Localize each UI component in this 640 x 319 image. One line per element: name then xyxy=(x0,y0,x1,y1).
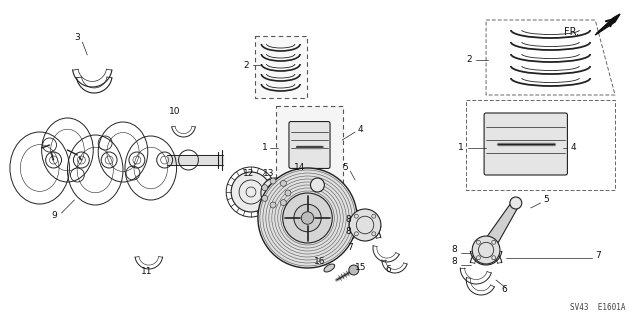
Text: 1: 1 xyxy=(262,144,268,152)
Circle shape xyxy=(310,178,324,192)
Circle shape xyxy=(472,236,500,264)
FancyBboxPatch shape xyxy=(255,36,307,98)
Text: 16: 16 xyxy=(314,257,325,266)
Text: SV43  E1601A: SV43 E1601A xyxy=(570,303,626,313)
Circle shape xyxy=(349,209,381,241)
Text: 6: 6 xyxy=(385,265,390,275)
Polygon shape xyxy=(315,182,369,230)
Circle shape xyxy=(280,200,286,206)
FancyBboxPatch shape xyxy=(276,106,343,184)
Text: 5: 5 xyxy=(543,196,549,204)
Text: 14: 14 xyxy=(294,164,305,173)
Circle shape xyxy=(262,195,268,201)
Circle shape xyxy=(261,178,291,208)
Circle shape xyxy=(349,265,359,275)
Text: 3: 3 xyxy=(74,33,80,42)
Text: 8: 8 xyxy=(451,257,457,266)
Text: 5: 5 xyxy=(342,164,348,173)
Text: 8: 8 xyxy=(345,216,351,225)
Text: 13: 13 xyxy=(263,169,275,179)
Circle shape xyxy=(283,193,332,243)
Text: 10: 10 xyxy=(168,108,180,116)
Text: 2: 2 xyxy=(466,56,472,64)
Text: 2: 2 xyxy=(243,61,249,70)
Text: 9: 9 xyxy=(52,211,58,219)
Text: 8: 8 xyxy=(345,227,351,236)
FancyBboxPatch shape xyxy=(289,122,330,168)
Text: 11: 11 xyxy=(141,268,152,277)
Text: 7: 7 xyxy=(347,243,353,253)
Text: 8: 8 xyxy=(451,246,457,255)
Circle shape xyxy=(270,202,276,208)
Circle shape xyxy=(294,204,321,232)
Text: 1: 1 xyxy=(458,144,464,152)
Text: 4: 4 xyxy=(570,144,576,152)
Ellipse shape xyxy=(324,264,335,272)
Polygon shape xyxy=(480,201,519,254)
Circle shape xyxy=(301,212,314,224)
Text: 6: 6 xyxy=(501,286,507,294)
FancyBboxPatch shape xyxy=(484,113,568,175)
Text: 12: 12 xyxy=(243,168,255,177)
Circle shape xyxy=(510,197,522,209)
Text: 7: 7 xyxy=(595,250,601,259)
Circle shape xyxy=(280,180,286,186)
Text: FR.: FR. xyxy=(564,27,579,37)
Circle shape xyxy=(231,172,271,212)
Circle shape xyxy=(258,168,357,268)
Circle shape xyxy=(262,185,268,191)
Circle shape xyxy=(285,190,291,196)
Circle shape xyxy=(270,178,276,184)
Text: 4: 4 xyxy=(357,125,363,135)
Circle shape xyxy=(271,188,281,198)
Text: 15: 15 xyxy=(355,263,367,272)
Polygon shape xyxy=(595,14,620,35)
